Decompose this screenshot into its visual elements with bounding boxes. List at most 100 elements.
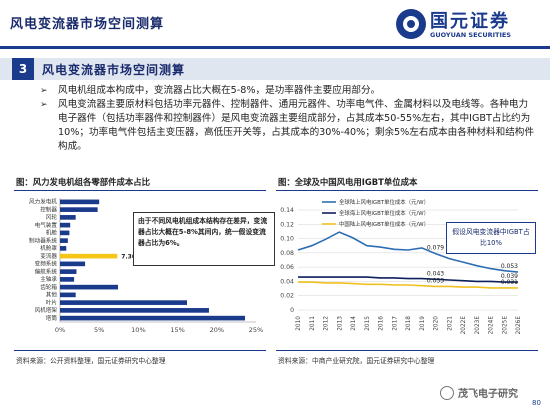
header-divider <box>0 46 550 49</box>
y-tick-label: 0.10 <box>280 236 294 243</box>
bullet-item: ➢ 风电变流器主要原材料包括功率元器件、控制器件、通用元器件、功率电气件、金属材… <box>40 98 536 154</box>
y-tick-label: 0.06 <box>280 264 294 271</box>
x-tick-label: 2021 <box>447 316 453 331</box>
arrow-bullet-icon: ➢ <box>40 100 48 110</box>
bar <box>60 277 75 282</box>
x-tick-label: 2026E <box>516 316 522 335</box>
page-title: 风电变流器市场空间测算 <box>10 17 165 32</box>
bar <box>60 222 71 228</box>
x-tick-label: 2019 <box>420 316 426 331</box>
section-band <box>0 58 550 80</box>
right-source-note: 资料来源：中商产业研究院，国元证券研究中心整理 <box>278 357 435 365</box>
legend-label: 全球海上风电IGBT单位成本（元/W） <box>339 209 429 217</box>
y-tick-label: 0.12 <box>280 221 294 228</box>
category-label: 其他 <box>46 291 58 299</box>
x-tick-label: 25% <box>249 326 263 334</box>
x-tick-label: 2013 <box>337 316 343 331</box>
series-line <box>298 276 518 283</box>
y-tick-label: 0.04 <box>280 278 294 285</box>
category-label: 偏航系统 <box>35 267 58 275</box>
bullet-list: ➢ 风电机组成本构成中，变流器占比大概在5-8%，是功率器件主要应用部分。 ➢ … <box>40 84 536 154</box>
x-tick-label: 15% <box>170 326 184 334</box>
y-tick-label: 0.08 <box>280 250 294 257</box>
x-tick-label: 10% <box>131 326 145 334</box>
x-tick-label: 2024E <box>489 316 495 335</box>
right-title-rule <box>276 190 538 191</box>
company-logo: 国元证券 GUOYUAN SECURITIES <box>396 7 542 45</box>
data-label: 0.031 <box>501 279 518 286</box>
bar-data-label: 7.30% <box>121 253 142 260</box>
x-tick-label: 2023E <box>475 316 481 335</box>
logo-name-en: GUOYUAN SECURITIES <box>430 31 511 39</box>
category-label: 塔筒 <box>46 314 58 322</box>
bar <box>60 246 67 251</box>
left-title-rule <box>14 190 266 191</box>
x-tick-label: 2018 <box>406 316 412 331</box>
bar <box>60 238 68 243</box>
data-label: 0.039 <box>501 273 518 280</box>
y-tick-label: 0 <box>290 307 294 314</box>
category-label: 主轴承 <box>40 275 57 283</box>
category-label: 制动器系统 <box>29 236 57 244</box>
x-tick-label: 2011 <box>310 316 316 331</box>
legend-label: 中国陆上风电IGBT单位成本（元/W） <box>339 220 429 228</box>
category-label: 机舱 <box>46 229 58 237</box>
wechat-icon <box>440 386 454 400</box>
category-label: 控制器 <box>40 205 57 213</box>
x-tick-label: 2015 <box>365 316 371 331</box>
logo-name-cn: 国元证券 <box>430 11 510 32</box>
x-tick-label: 0% <box>55 326 65 334</box>
x-tick-label: 2014 <box>351 316 357 331</box>
x-tick-label: 2016 <box>379 316 385 331</box>
x-tick-label: 2020 <box>434 316 440 331</box>
bar <box>60 269 77 274</box>
chart-callout-box: 假设风电变流器中IGBT占比10% <box>446 222 536 254</box>
section-title: 风电变流器市场空间测算 <box>42 63 186 77</box>
x-tick-label: 2025E <box>502 316 508 335</box>
y-tick-label: 0.14 <box>280 207 294 214</box>
x-tick-label: 20% <box>210 326 224 334</box>
bullet-item: ➢ 风电机组成本构成中，变流器占比大概在5-8%，是功率器件主要应用部分。 <box>40 84 536 98</box>
legend-label: 全球陆上风电IGBT单位成本（元/W） <box>339 198 429 206</box>
category-label: 风轮 <box>46 213 58 221</box>
category-label: 风机塔架 <box>35 306 58 314</box>
watermark-text: 茂飞电子研究 <box>458 389 518 400</box>
data-label: 0.053 <box>501 263 518 270</box>
category-label: 风力发电机 <box>29 198 57 206</box>
bar <box>60 230 70 236</box>
page-number: 80 <box>532 399 541 407</box>
y-tick-label: 0.02 <box>280 293 294 300</box>
left-source-note: 资料来源：公开资料整理，国元证券研究中心整理 <box>16 357 166 365</box>
category-label: 变流器 <box>40 252 57 260</box>
left-source-rule <box>14 350 266 351</box>
right-line-chart: 0 0.02 0.04 0.06 0.08 0.10 0.12 0.14 2010 2011 201… <box>280 198 522 335</box>
bar <box>60 315 246 321</box>
category-label: 变频系统 <box>35 260 58 268</box>
bar <box>60 207 98 212</box>
left-bar-chart: 0% 5% 10% 15% 20% 25% 风力发电机控制器风轮电气装置机舱制动器系统机舱罩… <box>29 198 263 334</box>
category-label: 机舱罩 <box>40 244 57 252</box>
right-source-rule <box>276 350 538 351</box>
series-line <box>297 231 519 273</box>
bar <box>60 261 86 267</box>
section-number: 3 <box>12 58 34 80</box>
bar <box>60 215 76 220</box>
bar <box>60 292 76 298</box>
x-tick-label: 2022E <box>461 316 467 335</box>
x-tick-label: 5% <box>94 326 104 334</box>
category-label: 叶片 <box>46 298 58 306</box>
category-label: 齿轮箱 <box>40 283 57 291</box>
bar <box>60 308 209 313</box>
category-label: 电气装置 <box>35 221 58 229</box>
logo-icon <box>396 9 426 39</box>
bar <box>60 284 119 290</box>
left-chart-title: 图：风力发电机组各零部件成本占比 <box>16 177 150 187</box>
x-tick-label: 2012 <box>324 316 330 331</box>
x-tick-label: 2017 <box>392 316 398 331</box>
x-tick-label: 2010 <box>296 316 302 331</box>
bullet-text: 风电机组成本构成中，变流器占比大概在5-8%，是功率器件主要应用部分。 <box>58 85 381 96</box>
arrow-bullet-icon: ➢ <box>40 86 48 96</box>
data-label: 0.043 <box>427 270 444 277</box>
bar <box>60 300 188 305</box>
bullet-text: 风电变流器主要原材料包括功率元器件、控制器件、通用元器件、功率电气件、金属材料以… <box>58 99 534 152</box>
